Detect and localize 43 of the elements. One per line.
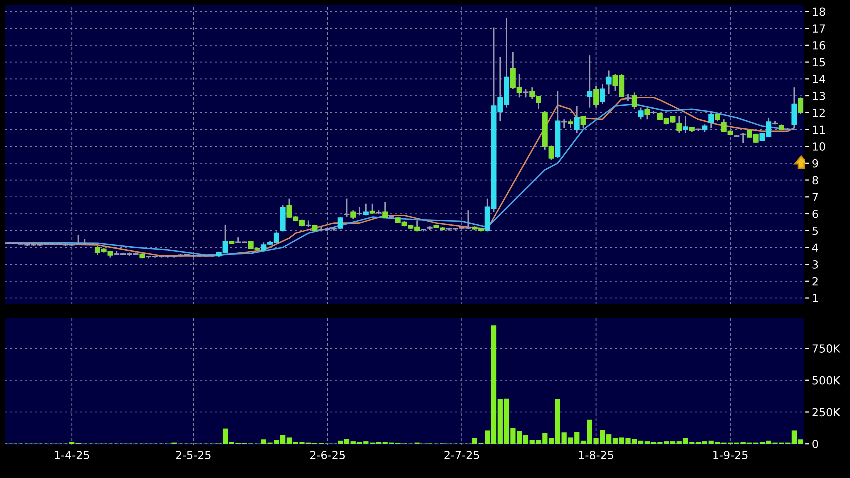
y-tick-label: 500K	[812, 376, 841, 385]
candlestick	[683, 116, 689, 134]
y-tick-label: 15	[813, 58, 826, 67]
candlestick	[594, 85, 600, 109]
candlestick	[676, 116, 682, 134]
x-tick-label: 1-9-25	[714, 451, 748, 460]
x-tick-label: 2-5-25	[176, 451, 211, 460]
y-tick-label: 3	[812, 260, 818, 269]
y-tick-label: 14	[813, 75, 826, 84]
candlestick	[606, 70, 612, 96]
y-tick-label: 2	[812, 277, 818, 286]
x-tick-label: 2-7-25	[444, 451, 480, 460]
y-tick-label: 9	[812, 159, 818, 168]
candlestick	[798, 97, 804, 116]
y-tick-label: 18	[813, 8, 826, 16]
x-tick-label: 1-8-25	[579, 451, 614, 460]
candlestick	[708, 112, 714, 129]
candlestick	[344, 198, 350, 218]
x-tick-label: 2-6-25	[310, 451, 345, 460]
y-tick-label: 5	[812, 226, 818, 236]
y-tick-label: 6	[812, 210, 818, 218]
y-tick-label: 17	[813, 24, 826, 33]
y-tick-label: 8	[812, 176, 818, 185]
y-tick-label: 0	[812, 440, 818, 448]
candlestick	[574, 105, 580, 134]
candlestick	[587, 54, 593, 109]
candlestick	[638, 107, 644, 120]
y-tick-label: 11	[813, 126, 826, 134]
candlestick	[600, 84, 606, 106]
y-tick-label: 16	[813, 41, 826, 50]
y-tick-label: 10	[813, 142, 826, 151]
y-tick-label: 250K	[812, 408, 841, 417]
y-tick-label: 4	[812, 244, 818, 252]
y-tick-label: 7	[812, 193, 818, 202]
y-tick-label: 13	[813, 92, 826, 100]
x-tick-label: 1-4-25	[55, 451, 90, 460]
y-tick-label: 12	[813, 108, 825, 118]
candlestick	[740, 132, 746, 144]
candlestick	[792, 86, 798, 129]
y-tick-label: 750K	[812, 344, 841, 353]
candlestick	[280, 204, 286, 232]
candlestick	[580, 116, 586, 129]
y-tick-label: 1	[813, 294, 818, 302]
